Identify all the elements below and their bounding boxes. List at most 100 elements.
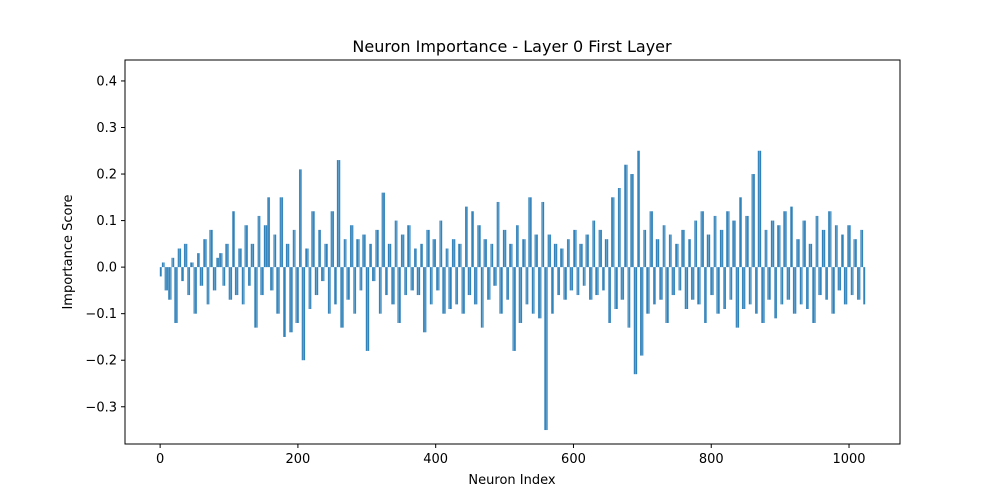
bar (458, 243, 459, 268)
bar (767, 267, 769, 300)
bar (199, 253, 200, 268)
bar (738, 267, 740, 328)
bar (655, 239, 657, 268)
bar (837, 267, 839, 291)
bar (409, 225, 411, 268)
bar (420, 243, 421, 268)
bar (214, 267, 216, 291)
bar (177, 248, 179, 268)
bar (299, 169, 301, 268)
bar (759, 150, 761, 268)
bar (589, 267, 591, 300)
bar (469, 267, 471, 296)
bar (693, 267, 694, 300)
bar (632, 174, 634, 268)
bar (450, 267, 452, 310)
bar (693, 267, 695, 300)
bar (239, 248, 241, 268)
bar (195, 267, 197, 314)
bar (186, 243, 188, 268)
bar (546, 267, 548, 431)
bar (708, 234, 709, 268)
bar (577, 267, 579, 296)
bar (699, 267, 701, 305)
bar (390, 243, 392, 268)
bar (405, 267, 407, 296)
bar (339, 160, 341, 268)
bar (342, 267, 343, 328)
bar (168, 267, 170, 300)
x-axis-label: Neuron Index (468, 473, 555, 488)
bar (800, 267, 802, 305)
bar (646, 267, 648, 314)
bar (253, 243, 255, 268)
bar (855, 239, 857, 268)
bar (764, 229, 766, 268)
bar (545, 267, 547, 431)
bar (303, 267, 304, 361)
y-axis-label: Importance Score (61, 194, 76, 309)
bar (232, 211, 233, 268)
bar (568, 239, 569, 268)
bar (487, 267, 488, 300)
bar (501, 267, 503, 314)
bar (626, 164, 627, 268)
bar (193, 267, 195, 314)
bar (484, 239, 485, 268)
bar (281, 197, 283, 268)
bar (816, 215, 817, 268)
bar (598, 229, 600, 268)
bar (409, 225, 410, 268)
bar (651, 211, 653, 268)
bar (711, 267, 713, 296)
bar (387, 267, 388, 296)
bar (316, 267, 317, 296)
bar (597, 267, 599, 296)
bar (268, 197, 270, 268)
bar (295, 267, 297, 323)
bar (784, 211, 786, 268)
bar (478, 225, 480, 268)
x-tick-label: 1000 (832, 452, 865, 467)
bar (358, 239, 359, 268)
bar (405, 267, 406, 296)
bar (367, 267, 368, 351)
bar (780, 267, 782, 305)
bar (362, 234, 363, 268)
bar (790, 206, 791, 268)
bar (644, 229, 646, 268)
bar (511, 243, 513, 268)
bar (371, 243, 372, 268)
bar (724, 267, 725, 310)
bar (415, 248, 417, 268)
bar (276, 267, 278, 314)
bar (345, 239, 346, 268)
bar (200, 267, 202, 286)
bar (275, 234, 277, 268)
bar (227, 243, 228, 268)
bar (631, 174, 633, 268)
bar (846, 267, 848, 305)
bar (564, 267, 565, 300)
bar (841, 234, 842, 268)
bar (617, 267, 618, 310)
bar (637, 150, 638, 268)
bar (383, 192, 385, 268)
bar (451, 267, 452, 310)
bar (221, 253, 222, 268)
bar (666, 267, 668, 323)
bar (750, 267, 751, 305)
bar (813, 267, 815, 323)
bar (370, 243, 372, 268)
bar (254, 267, 255, 328)
bar (728, 211, 729, 268)
bar (582, 243, 583, 268)
bar (606, 239, 607, 268)
bar (729, 267, 731, 300)
bar (620, 188, 621, 268)
bar (416, 267, 418, 296)
bar (306, 248, 308, 268)
bar (765, 229, 766, 268)
bar (310, 267, 311, 310)
bar (622, 267, 623, 300)
